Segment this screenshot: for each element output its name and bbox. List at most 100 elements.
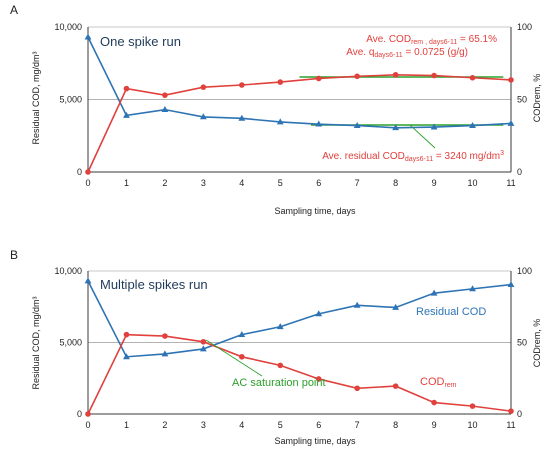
y-left-tick-labels-b: 0 5,000 10,000 [54,266,82,419]
y-left-axis-label-a: Residual COD, mg/dm³ [31,51,41,144]
annotation-leader-line-b [205,339,263,377]
residual-series-line [87,280,512,358]
removal-point [508,408,514,414]
residual-point [315,310,323,317]
residual-series-line [87,36,512,129]
removal-point [315,75,322,82]
removal-point [469,403,476,409]
y-right-tick-label: 50 [517,338,527,348]
removal-point [392,72,399,78]
residual-point [161,350,169,357]
removal-point [354,385,360,392]
residual-point [161,106,169,113]
y-right-tick-label: 0 [517,409,522,419]
y-left-tick-label: 5,000 [59,338,82,348]
removal-point [354,73,360,80]
annotation-avg-q: Ave. qdays6-11 = 0.0725 (g/g) [346,47,468,59]
removal-point [123,85,130,92]
y-right-tick-label: 100 [517,266,532,276]
x-tick-labels-a: 0 1 2 3 4 5 6 7 8 9 10 11 [85,178,515,188]
removal-point [469,74,476,81]
chart-title-a: One spike run [100,34,181,49]
y-right-tick-labels-a: 0 50 100 [517,22,532,177]
fit-lines-a [299,76,504,126]
removal-point [277,79,284,85]
annotation-avg-residual-cod: Ave. residual CODdays6-11 = 3240 mg/dm3 [322,150,504,163]
series-label-codrem: CODrem [420,376,457,389]
removal-point [431,72,437,79]
removal-point [239,82,245,88]
annotation-avg-codrem: Ave. CODrem , days6-11 = 65.1% [366,34,497,46]
x-tick-label: 9 [432,178,437,188]
residual-point [199,113,207,120]
y-left-tick-label: 0 [77,167,82,177]
residual-point [84,33,92,40]
x-tick-label: 11 [506,178,515,188]
residual-point [123,111,130,118]
residual-point [392,124,400,131]
removal-point [162,92,168,98]
y-right-tick-labels-b: 0 50 100 [517,266,532,419]
residual-point [84,277,92,284]
series-b [84,277,515,417]
residual-point [392,303,400,310]
y-right-tick-label: 50 [517,95,527,105]
chart-title-b: Multiple spikes run [100,277,208,292]
residual-point [430,289,438,296]
removal-point [85,169,91,175]
x-tick-label: 3 [201,420,206,430]
removal-point [431,399,437,406]
annotation-ac-saturation: AC saturation point [232,377,326,389]
x-tick-label: 2 [162,420,167,430]
gridlines-b [87,270,512,415]
x-tick-label: 0 [85,420,90,430]
x-axis-label-a: Sampling time, days [274,206,356,216]
removal-point [162,333,168,339]
x-tick-label: 2 [162,178,167,188]
residual-point [123,353,130,360]
x-tick-label: 6 [316,420,321,430]
x-tick-label: 7 [355,420,360,430]
removal-point [123,331,130,338]
y-left-tick-label: 10,000 [54,266,82,276]
residual-point [238,114,246,121]
x-tick-label: 11 [506,420,515,430]
removal-series-line [87,333,512,415]
x-tick-labels-b: 0 1 2 3 4 5 6 7 8 9 10 11 [85,420,515,430]
residual-point [276,323,284,330]
x-tick-label: 10 [468,420,478,430]
x-tick-label: 10 [468,178,478,188]
x-tick-label: 4 [239,420,244,430]
removal-point [85,411,91,417]
residual-point [238,331,246,338]
gridlines-a [87,26,512,173]
panel-label-b: B [10,248,18,262]
y-right-axis-label-b: CODrem, % [532,319,542,368]
removal-point [200,84,207,90]
removal-series-line [87,74,512,173]
residual-point [353,122,361,128]
removal-point [392,383,399,389]
residual-point [507,119,515,126]
residual-point [469,122,476,128]
y-right-tick-label: 0 [517,167,522,177]
removal-point [239,354,245,360]
y-right-axis-label-a: CODrem, % [532,74,542,123]
residual-point [507,280,515,287]
x-tick-label: 5 [278,420,283,430]
x-tick-label: 9 [432,420,437,430]
residual-point [199,345,207,352]
removal-point [277,362,284,369]
residual-point [469,285,476,292]
panel-b: B Multiple spikes run 0 1 2 3 4 5 6 7 8 9 10 11 0 5,… [10,248,542,446]
panel-label-a: A [10,3,18,17]
x-tick-label: 8 [393,420,398,430]
residual-point [276,118,284,125]
x-tick-label: 5 [278,178,283,188]
residual-point [353,301,361,308]
series-a [84,33,515,175]
x-tick-label: 7 [355,178,360,188]
x-tick-label: 0 [85,178,90,188]
y-left-tick-label: 10,000 [54,22,82,32]
